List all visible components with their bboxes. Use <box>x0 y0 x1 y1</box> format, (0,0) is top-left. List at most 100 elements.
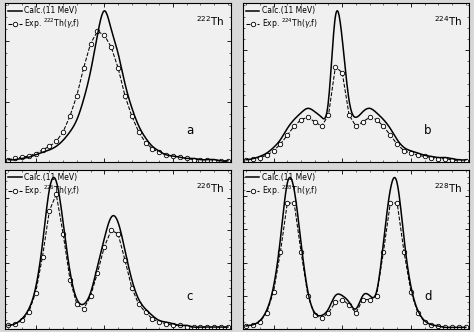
Exp. $^{228}$Th($\gamma$,f) <box>394 201 400 205</box>
Exp. $^{222}$Th($\gamma$,f) <box>129 114 135 118</box>
Exp. $^{226}$Th($\gamma$,f) <box>225 325 231 329</box>
Calc.(11 MeV) <box>334 9 340 13</box>
Calc.(11 MeV) <box>144 138 150 142</box>
Exp. $^{222}$Th($\gamma$,f) <box>225 159 231 163</box>
Calc.(11 MeV) <box>270 146 275 150</box>
Exp. $^{228}$Th($\gamma$,f) <box>367 297 373 301</box>
Line: Exp. $^{222}$Th($\gamma$,f): Exp. $^{222}$Th($\gamma$,f) <box>6 29 230 163</box>
Calc.(11 MeV) <box>287 176 293 180</box>
Exp. $^{228}$Th($\gamma$,f) <box>381 250 386 254</box>
Calc.(11 MeV) <box>225 159 231 163</box>
Exp. $^{226}$Th($\gamma$,f) <box>81 307 87 311</box>
Exp. $^{224}$Th($\gamma$,f) <box>422 154 428 158</box>
Exp. $^{228}$Th($\gamma$,f) <box>449 325 455 329</box>
Line: Exp. $^{226}$Th($\gamma$,f): Exp. $^{226}$Th($\gamma$,f) <box>6 192 230 329</box>
Exp. $^{224}$Th($\gamma$,f) <box>401 149 407 153</box>
Calc.(11 MeV) <box>165 153 171 157</box>
Exp. $^{226}$Th($\gamma$,f) <box>19 318 25 322</box>
Exp. $^{228}$Th($\gamma$,f) <box>422 320 428 324</box>
Calc.(11 MeV) <box>93 272 99 276</box>
Calc.(11 MeV) <box>77 302 83 306</box>
Exp. $^{224}$Th($\gamma$,f) <box>292 124 297 128</box>
Exp. $^{222}$Th($\gamma$,f) <box>156 150 162 154</box>
Calc.(11 MeV) <box>243 158 249 162</box>
Exp. $^{224}$Th($\gamma$,f) <box>367 115 373 119</box>
Exp. $^{228}$Th($\gamma$,f) <box>463 325 469 329</box>
Text: d: d <box>424 290 431 303</box>
Calc.(11 MeV) <box>5 323 11 327</box>
Legend: Calc.(11 MeV), Exp. $^{224}$Th($\gamma$,f): Calc.(11 MeV), Exp. $^{224}$Th($\gamma$,… <box>245 6 319 32</box>
Exp. $^{224}$Th($\gamma$,f) <box>298 118 304 122</box>
Exp. $^{226}$Th($\gamma$,f) <box>5 323 11 327</box>
Calc.(11 MeV) <box>164 320 170 324</box>
Exp. $^{222}$Th($\gamma$,f) <box>122 94 128 98</box>
Legend: Calc.(11 MeV), Exp. $^{222}$Th($\gamma$,f): Calc.(11 MeV), Exp. $^{222}$Th($\gamma$,… <box>7 6 81 32</box>
Exp. $^{226}$Th($\gamma$,f) <box>67 278 73 282</box>
Exp. $^{224}$Th($\gamma$,f) <box>250 157 256 161</box>
Exp. $^{222}$Th($\gamma$,f) <box>60 130 66 134</box>
Line: Calc.(11 MeV): Calc.(11 MeV) <box>246 11 466 160</box>
Exp. $^{226}$Th($\gamma$,f) <box>136 302 141 306</box>
Line: Calc.(11 MeV): Calc.(11 MeV) <box>246 178 466 327</box>
Exp. $^{222}$Th($\gamma$,f) <box>204 158 210 162</box>
Exp. $^{226}$Th($\gamma$,f) <box>218 325 224 329</box>
Exp. $^{222}$Th($\gamma$,f) <box>33 152 38 156</box>
Exp. $^{224}$Th($\gamma$,f) <box>442 157 448 161</box>
Calc.(11 MeV) <box>32 290 37 294</box>
Exp. $^{222}$Th($\gamma$,f) <box>218 159 224 163</box>
Exp. $^{224}$Th($\gamma$,f) <box>326 113 331 117</box>
Text: $^{228}$Th: $^{228}$Th <box>434 181 463 195</box>
Calc.(11 MeV) <box>92 45 98 49</box>
Line: Exp. $^{224}$Th($\gamma$,f): Exp. $^{224}$Th($\gamma$,f) <box>244 65 468 163</box>
Exp. $^{228}$Th($\gamma$,f) <box>278 250 283 254</box>
Calc.(11 MeV) <box>193 325 199 329</box>
Exp. $^{228}$Th($\gamma$,f) <box>257 320 263 324</box>
Exp. $^{222}$Th($\gamma$,f) <box>46 144 52 148</box>
Exp. $^{226}$Th($\gamma$,f) <box>184 325 190 329</box>
Exp. $^{224}$Th($\gamma$,f) <box>243 158 249 162</box>
Exp. $^{226}$Th($\gamma$,f) <box>170 323 176 327</box>
Exp. $^{222}$Th($\gamma$,f) <box>5 158 11 162</box>
Calc.(11 MeV) <box>5 158 11 162</box>
Exp. $^{224}$Th($\gamma$,f) <box>387 133 393 137</box>
Exp. $^{226}$Th($\gamma$,f) <box>129 286 135 290</box>
Exp. $^{224}$Th($\gamma$,f) <box>278 142 283 146</box>
Exp. $^{228}$Th($\gamma$,f) <box>436 324 441 328</box>
Exp. $^{226}$Th($\gamma$,f) <box>88 294 93 298</box>
Calc.(11 MeV) <box>330 38 336 42</box>
Calc.(11 MeV) <box>315 314 321 318</box>
Line: Calc.(11 MeV): Calc.(11 MeV) <box>8 11 228 161</box>
Exp. $^{226}$Th($\gamma$,f) <box>115 232 121 236</box>
Exp. $^{222}$Th($\gamma$,f) <box>40 148 46 152</box>
Exp. $^{222}$Th($\gamma$,f) <box>26 154 32 158</box>
Exp. $^{228}$Th($\gamma$,f) <box>387 201 393 205</box>
Exp. $^{228}$Th($\gamma$,f) <box>374 293 379 297</box>
Exp. $^{222}$Th($\gamma$,f) <box>115 66 121 70</box>
Exp. $^{228}$Th($\gamma$,f) <box>333 300 338 304</box>
Exp. $^{224}$Th($\gamma$,f) <box>456 159 462 163</box>
Calc.(11 MeV) <box>402 247 408 251</box>
Calc.(11 MeV) <box>403 256 409 260</box>
Exp. $^{224}$Th($\gamma$,f) <box>257 156 263 160</box>
Exp. $^{228}$Th($\gamma$,f) <box>250 323 256 327</box>
Calc.(11 MeV) <box>225 325 231 329</box>
Exp. $^{222}$Th($\gamma$,f) <box>163 153 169 157</box>
Exp. $^{222}$Th($\gamma$,f) <box>12 156 18 160</box>
Exp. $^{222}$Th($\gamma$,f) <box>198 158 203 162</box>
Calc.(11 MeV) <box>315 112 320 116</box>
Exp. $^{222}$Th($\gamma$,f) <box>67 114 73 118</box>
Exp. $^{224}$Th($\gamma$,f) <box>374 118 379 122</box>
Exp. $^{222}$Th($\gamma$,f) <box>74 94 80 98</box>
Exp. $^{224}$Th($\gamma$,f) <box>305 115 311 119</box>
Exp. $^{226}$Th($\gamma$,f) <box>26 310 32 314</box>
Calc.(11 MeV) <box>77 110 82 114</box>
Exp. $^{228}$Th($\gamma$,f) <box>401 250 407 254</box>
Exp. $^{226}$Th($\gamma$,f) <box>211 325 217 329</box>
Exp. $^{222}$Th($\gamma$,f) <box>170 154 176 158</box>
Exp. $^{228}$Th($\gamma$,f) <box>305 293 311 297</box>
Exp. $^{224}$Th($\gamma$,f) <box>319 124 325 128</box>
Calc.(11 MeV) <box>32 153 37 157</box>
Exp. $^{226}$Th($\gamma$,f) <box>122 258 128 262</box>
Exp. $^{228}$Th($\gamma$,f) <box>312 313 318 317</box>
Exp. $^{226}$Th($\gamma$,f) <box>191 325 196 329</box>
